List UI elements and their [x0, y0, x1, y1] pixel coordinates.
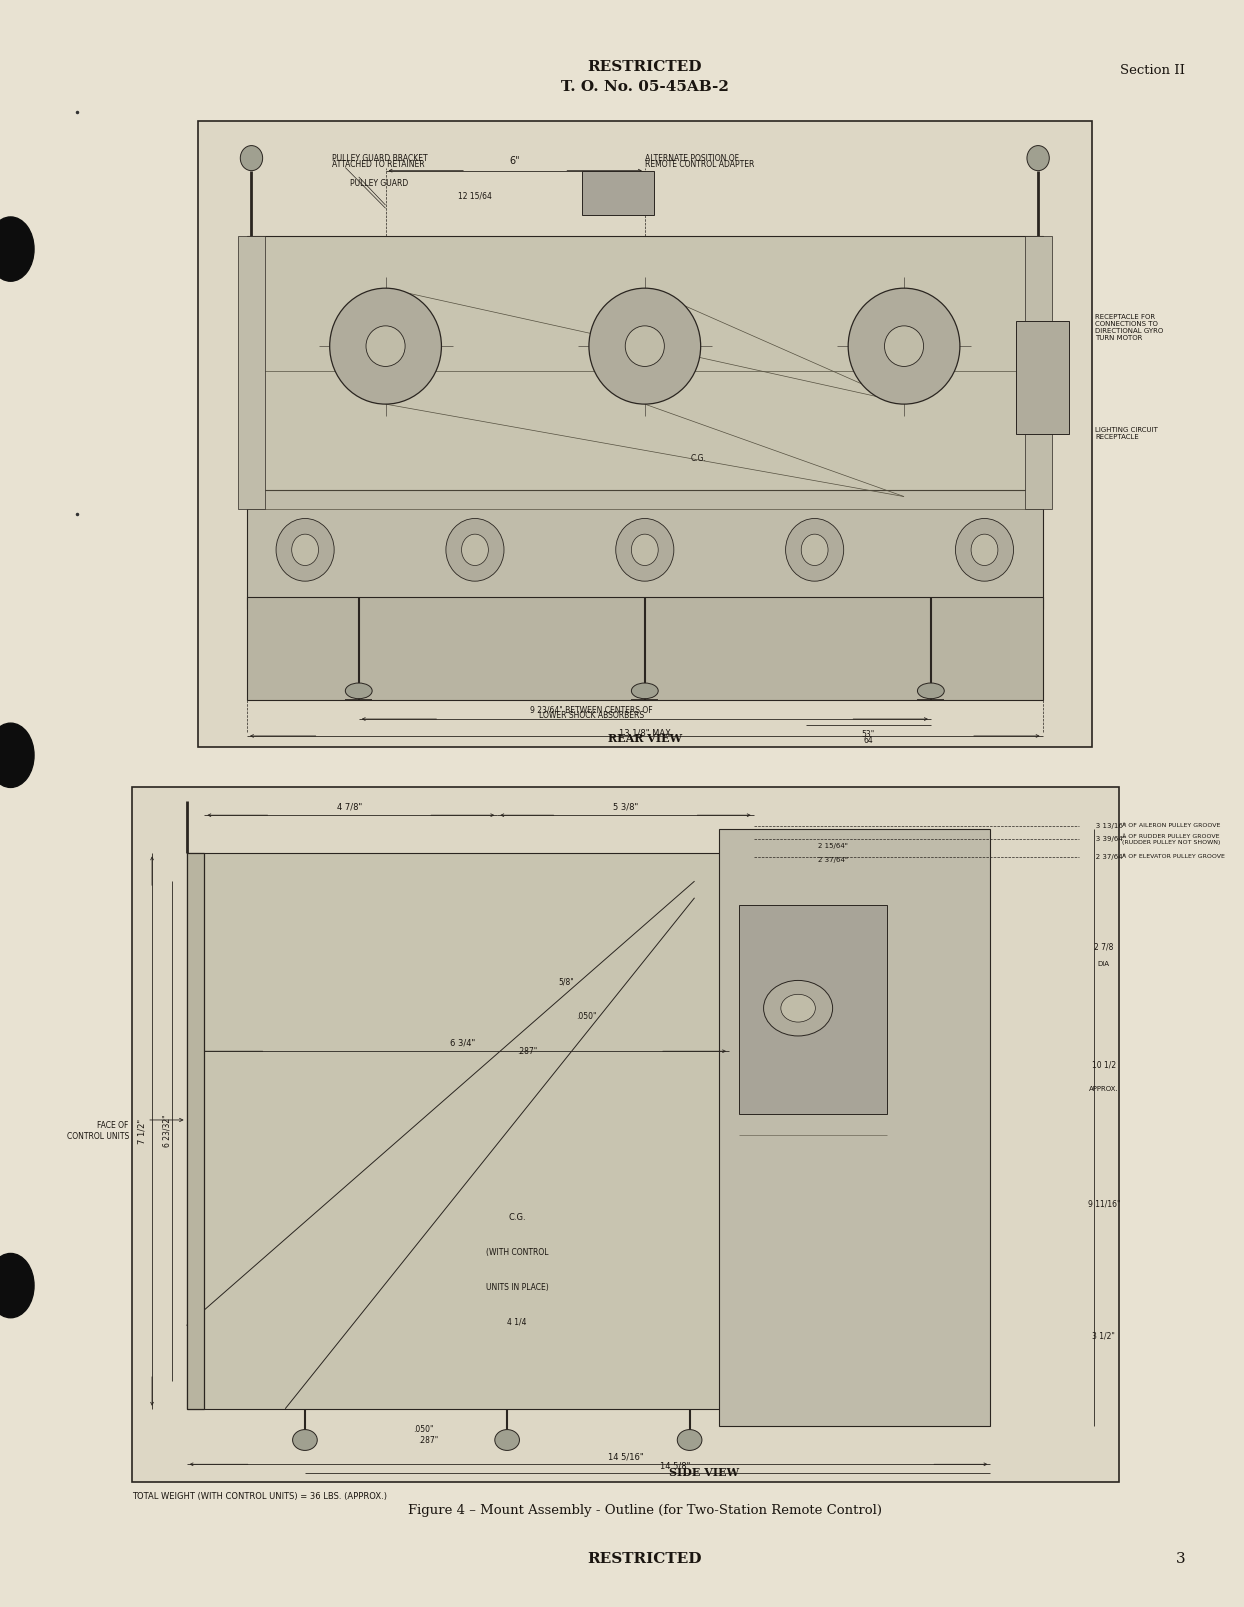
Text: REAR VIEW: REAR VIEW [608, 733, 682, 744]
Text: Section II: Section II [1121, 64, 1186, 77]
Bar [582, 170, 654, 214]
Text: Figure 4 – Mount Assembly - Outline (for Two-Station Remote Control): Figure 4 – Mount Assembly - Outline (for… [408, 1504, 882, 1517]
Text: 5 3/8": 5 3/8" [613, 802, 638, 812]
Bar [248, 596, 1042, 701]
Text: DIA: DIA [1098, 961, 1110, 967]
Bar [187, 853, 204, 1409]
Text: T. O. No. 05-45AB-2: T. O. No. 05-45AB-2 [561, 80, 729, 93]
Text: 14 5/16": 14 5/16" [607, 1453, 643, 1462]
Text: 6 23/32": 6 23/32" [162, 1115, 172, 1147]
Text: 53": 53" [862, 730, 875, 739]
Text: 10 1/2: 10 1/2 [1092, 1061, 1116, 1070]
Ellipse shape [917, 683, 944, 699]
Ellipse shape [330, 288, 442, 403]
Text: .287": .287" [418, 1435, 438, 1445]
Text: 4 7/8": 4 7/8" [337, 802, 362, 812]
Text: UNITS IN PLACE): UNITS IN PLACE) [485, 1282, 549, 1292]
Text: C.G.: C.G. [509, 1213, 526, 1223]
Text: 6": 6" [510, 156, 520, 166]
Text: 64: 64 [863, 736, 873, 746]
Ellipse shape [346, 683, 372, 699]
Bar [248, 236, 1042, 509]
Ellipse shape [632, 534, 658, 566]
Text: APPROX.: APPROX. [1088, 1086, 1118, 1093]
Text: LOWER SHOCK ABSORBERS: LOWER SHOCK ABSORBERS [539, 712, 643, 720]
Text: SIDE VIEW: SIDE VIEW [669, 1467, 739, 1478]
Ellipse shape [801, 534, 829, 566]
Bar [187, 853, 744, 1409]
Ellipse shape [764, 980, 832, 1037]
Ellipse shape [495, 1430, 520, 1451]
Ellipse shape [781, 995, 815, 1022]
Text: 9 23/64" BETWEEN CENTERS OF: 9 23/64" BETWEEN CENTERS OF [530, 705, 652, 714]
Bar [1025, 236, 1051, 509]
Ellipse shape [445, 519, 504, 582]
Ellipse shape [292, 1430, 317, 1451]
Text: RESTRICTED: RESTRICTED [587, 61, 702, 74]
Text: 3 13/16": 3 13/16" [1088, 823, 1126, 829]
Ellipse shape [588, 288, 700, 403]
Text: TOTAL WEIGHT (WITH CONTROL UNITS) = 36 LBS. (APPROX.): TOTAL WEIGHT (WITH CONTROL UNITS) = 36 L… [132, 1491, 387, 1501]
Ellipse shape [677, 1430, 702, 1451]
Text: 2 37/64": 2 37/64" [817, 857, 847, 863]
Text: 3: 3 [1176, 1552, 1186, 1565]
Ellipse shape [462, 534, 489, 566]
Text: RECEPTACLE FOR
CONNECTIONS TO
DIRECTIONAL GYRO
TURN MOTOR: RECEPTACLE FOR CONNECTIONS TO DIRECTIONA… [1095, 313, 1163, 341]
Text: PULLEY GUARD BRACKET: PULLEY GUARD BRACKET [332, 154, 428, 162]
Text: 13 1/8" MAX: 13 1/8" MAX [618, 728, 671, 738]
Text: 2 37/64": 2 37/64" [1088, 853, 1126, 860]
Text: LIGHTING CIRCUIT
RECEPTACLE: LIGHTING CIRCUIT RECEPTACLE [1095, 427, 1158, 440]
Ellipse shape [616, 519, 674, 582]
Text: Â OF ELEVATOR PULLEY GROOVE: Â OF ELEVATOR PULLEY GROOVE [1122, 855, 1225, 860]
Ellipse shape [626, 326, 664, 366]
Text: Â OF RUDDER PULLEY GROOVE
(RUDDER PULLEY NOT SHOWN): Â OF RUDDER PULLEY GROOVE (RUDDER PULLEY… [1122, 834, 1220, 845]
Text: 5/8": 5/8" [559, 977, 575, 987]
Bar [248, 490, 1042, 609]
Bar [739, 905, 887, 1114]
Text: 3 39/64": 3 39/64" [1088, 837, 1126, 842]
Bar [238, 236, 265, 509]
Ellipse shape [786, 519, 843, 582]
Ellipse shape [366, 326, 406, 366]
Text: 2 7/8: 2 7/8 [1095, 943, 1113, 951]
Text: C.G.: C.G. [690, 455, 707, 463]
Text: 14 5/8": 14 5/8" [659, 1462, 690, 1470]
Ellipse shape [276, 519, 335, 582]
Ellipse shape [1028, 146, 1049, 170]
Bar [132, 787, 1118, 1482]
Text: RESTRICTED: RESTRICTED [587, 1552, 702, 1565]
Text: 4 1/4: 4 1/4 [508, 1318, 526, 1326]
Text: REMOTE CONTROL ADAPTER: REMOTE CONTROL ADAPTER [644, 159, 754, 169]
Ellipse shape [884, 326, 923, 366]
Bar [1016, 321, 1070, 434]
Text: .287": .287" [516, 1046, 537, 1056]
Text: (WITH CONTROL: (WITH CONTROL [485, 1249, 549, 1257]
Text: Â OF AILERON PULLEY GROOVE: Â OF AILERON PULLEY GROOVE [1122, 823, 1220, 828]
Text: ALTERNATE POSITION OF: ALTERNATE POSITION OF [644, 154, 739, 162]
Text: 2 15/64": 2 15/64" [817, 844, 847, 850]
Text: ATTACHED TO RETAINER: ATTACHED TO RETAINER [332, 159, 424, 169]
Bar [719, 829, 990, 1425]
Text: .050": .050" [413, 1425, 434, 1433]
Ellipse shape [291, 534, 318, 566]
Text: 7 1/2": 7 1/2" [138, 1118, 147, 1144]
Ellipse shape [955, 519, 1014, 582]
Text: 6 3/4": 6 3/4" [450, 1038, 475, 1048]
Text: 12 15/64: 12 15/64 [458, 191, 491, 201]
Text: PULLEY GUARD: PULLEY GUARD [350, 178, 408, 188]
Bar [198, 121, 1092, 747]
Ellipse shape [632, 683, 658, 699]
Text: FACE OF
CONTROL UNITS: FACE OF CONTROL UNITS [67, 1122, 129, 1141]
Circle shape [0, 1253, 34, 1318]
Text: 3 1/2": 3 1/2" [1092, 1331, 1116, 1340]
Ellipse shape [240, 146, 262, 170]
Text: 9 11/16": 9 11/16" [1087, 1199, 1120, 1208]
Ellipse shape [972, 534, 998, 566]
Circle shape [0, 217, 34, 281]
Circle shape [0, 723, 34, 787]
Text: .050": .050" [576, 1012, 596, 1020]
Ellipse shape [848, 288, 960, 403]
